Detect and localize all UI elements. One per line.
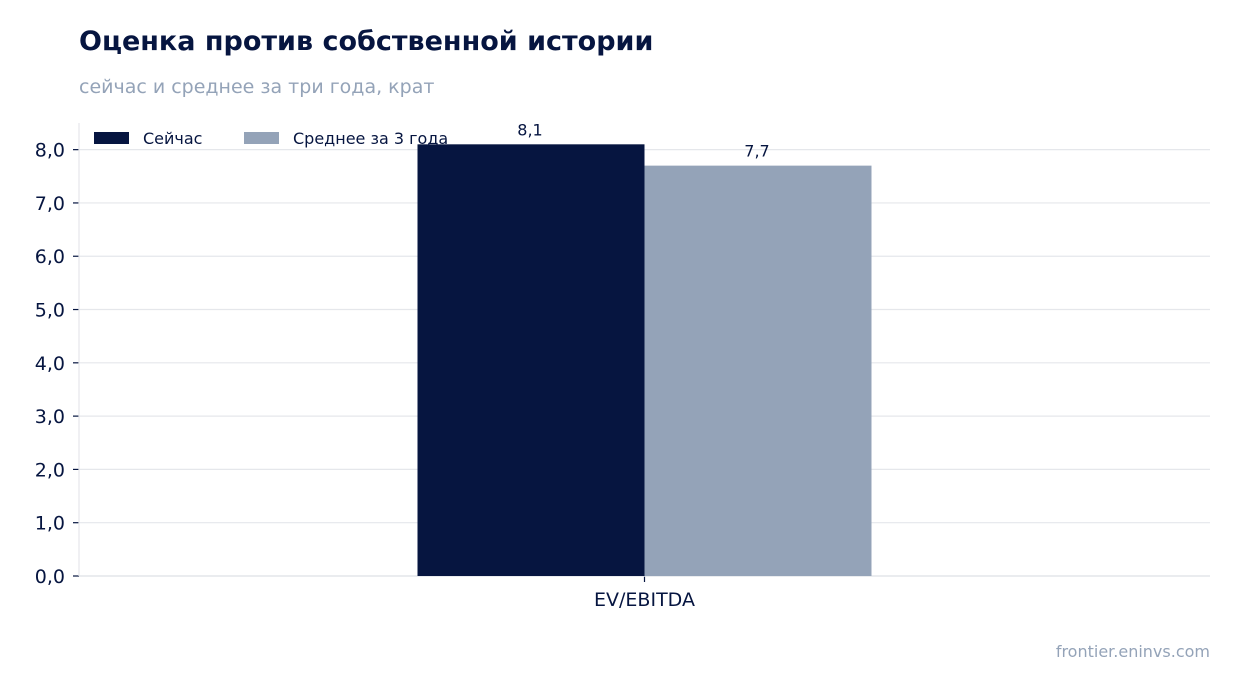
y-tick-label: 0,0 xyxy=(35,566,65,588)
bar-current xyxy=(417,144,645,577)
legend-swatch-average xyxy=(244,132,279,144)
y-tick-label: 4,0 xyxy=(35,353,65,375)
y-tick-label: 1,0 xyxy=(35,513,65,535)
bar-value-label: 7,7 xyxy=(744,142,769,161)
data-labels: 8,1 7,7 xyxy=(517,120,769,160)
bar-average xyxy=(644,165,872,576)
legend: Сейчас Среднее за 3 года xyxy=(94,129,448,148)
y-tick-label: 8,0 xyxy=(35,140,65,162)
y-tick-label: 3,0 xyxy=(35,406,65,428)
chart-subtitle: сейчас и среднее за три года, крат xyxy=(79,76,435,98)
y-tick-label: 5,0 xyxy=(35,300,65,322)
legend-label-average: Среднее за 3 года xyxy=(293,129,448,148)
y-tick-label: 2,0 xyxy=(35,459,65,481)
y-tick-label: 6,0 xyxy=(35,246,65,268)
chart-title: Оценка против собственной истории xyxy=(79,26,654,57)
legend-label-current: Сейчас xyxy=(143,129,202,148)
bar-value-label: 8,1 xyxy=(517,120,542,139)
axes: 0,0 1,0 2,0 3,0 4,0 5,0 6,0 7,0 8,0 EV/EBITDA xyxy=(35,123,1210,611)
bars xyxy=(417,144,872,577)
legend-swatch-current xyxy=(94,132,129,144)
x-tick-label: EV/EBITDA xyxy=(594,589,695,611)
source-link[interactable]: frontier.eninvs.com xyxy=(1055,642,1210,661)
y-tick-label: 7,0 xyxy=(35,193,65,215)
